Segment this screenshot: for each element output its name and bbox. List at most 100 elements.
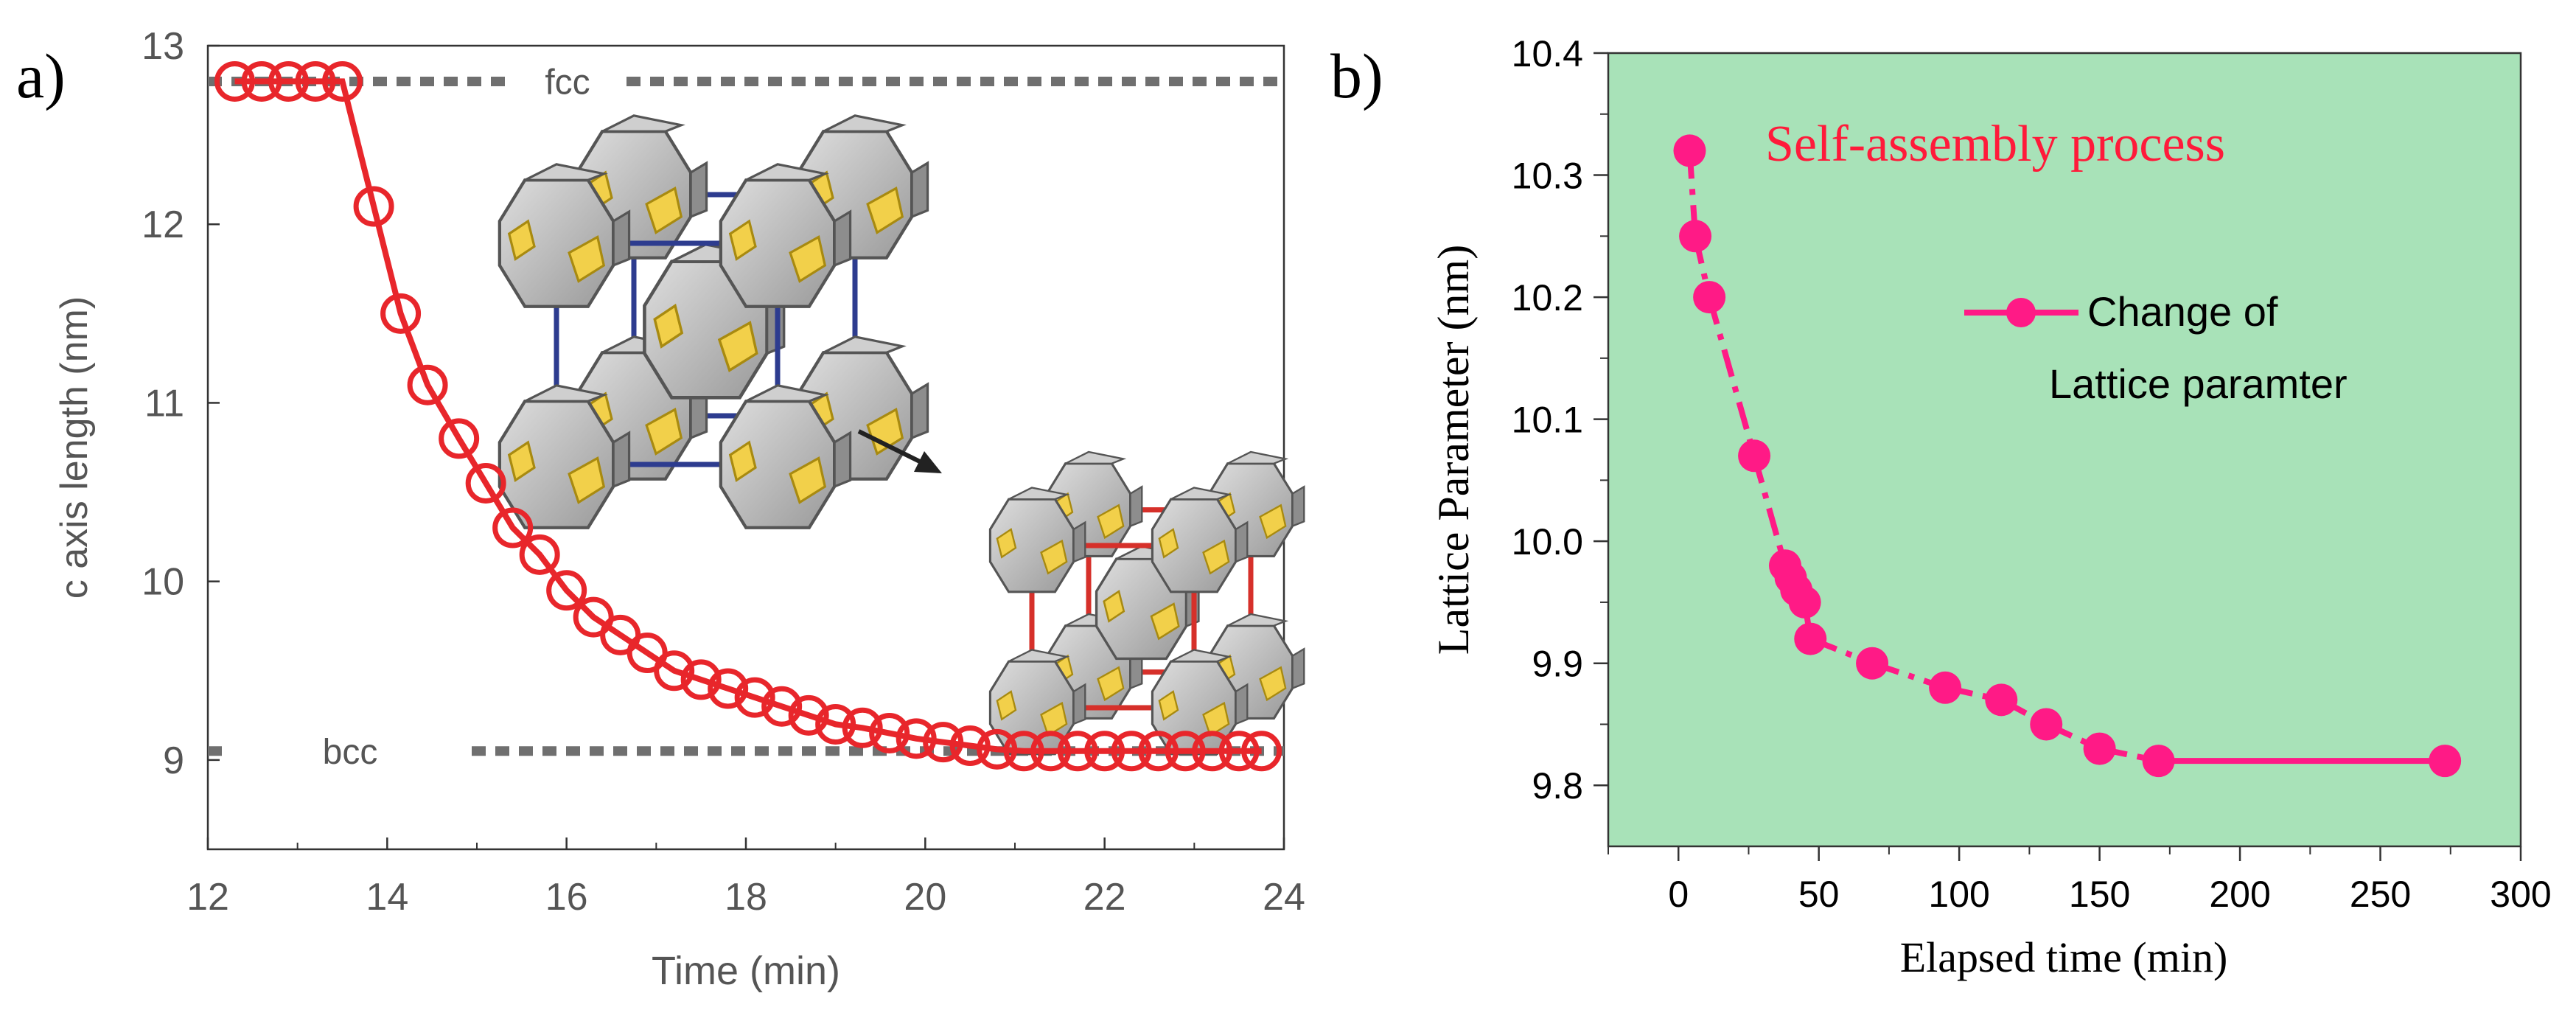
panel-a-data-point (1241, 731, 1282, 772)
panel-b-x-tick-label: 200 (2209, 874, 2270, 915)
panel-a-data-point (1165, 731, 1206, 772)
panel-b-series-segment (1751, 455, 1788, 567)
panel-a-data-point (923, 722, 964, 763)
panel-a-data-point (1111, 731, 1152, 772)
panel-a-data-point (896, 718, 937, 759)
panel-a-y-tick-label: 12 (142, 203, 184, 246)
panel-b-data-point (1794, 622, 1827, 655)
panel-a-data-point (492, 507, 534, 548)
panel-b-label: b) (1330, 41, 1383, 111)
panel-a-y-tick-label: 10 (142, 561, 184, 604)
panel-a-data-point (1084, 731, 1125, 772)
panel-b-x-tick-label: 150 (2069, 874, 2130, 915)
transition-arrow-head (914, 451, 942, 473)
panel-b-data-point (1856, 647, 1889, 680)
panel-b-annotation: Self-assembly process (1765, 116, 2225, 173)
panel-a-data-point (268, 60, 309, 102)
panel-a-data-point (1030, 731, 1072, 772)
panel-b-data-point (1985, 683, 2018, 717)
panel-a-data-point (1192, 731, 1233, 772)
panel-b-data-point (1788, 585, 1821, 619)
panel-a-data-point (708, 668, 749, 709)
panel-a-y-axis-label: c axis length (nm) (53, 296, 96, 599)
panel-a-ref-label-fcc: fcc (545, 63, 590, 102)
panel-a-data-point (815, 703, 856, 745)
panel-a-data-point (680, 659, 722, 700)
panel-b-data-point (2429, 745, 2462, 778)
panel-a-y-tick-label: 13 (142, 25, 184, 68)
panel-a-data-point (1057, 731, 1098, 772)
panel-a-data-point (761, 686, 803, 727)
panel-b-y-tick-label: 10.2 (1512, 277, 1583, 318)
panel-a-data-point (977, 728, 1018, 770)
panel-a-data-point (734, 677, 775, 718)
transition-arrow-shaft (857, 429, 930, 468)
panel-b-x-tick-label: 0 (1668, 874, 1689, 915)
panel-b-x-tick-label: 50 (1798, 874, 1840, 915)
panel-b-y-tick-label: 9.8 (1532, 765, 1583, 807)
panel-a-data-point (295, 60, 336, 102)
panel-b-x-tick-label: 300 (2490, 874, 2551, 915)
panel-b-axes: 0 50 100 150 200 250 300 9.8 9.9 10.0 10.1 10.2 10.3… (1512, 33, 2552, 915)
panel-a: a) 12 14 16 18 20 22 24 9 10 11 12 13 fcc bcc Time … (16, 25, 1305, 993)
panel-a-markers (214, 60, 1282, 772)
panel-a-ref-label-bcc: bcc (323, 733, 378, 772)
panel-b-y-tick-label: 10.3 (1512, 156, 1583, 197)
panel-b-data-point (1679, 220, 1712, 253)
panel-a-data-point (546, 570, 587, 611)
panel-a-data-point (465, 462, 506, 504)
panel-a-x-axis-label: Time (min) (652, 949, 840, 993)
panel-b-markers (1673, 134, 2462, 778)
panel-a-x-tick-label: 16 (545, 876, 588, 919)
panel-a-data-point (842, 707, 883, 748)
panel-a-data-point (439, 418, 480, 459)
panel-a-y-tick-label: 11 (144, 382, 184, 425)
panel-a-data-point (214, 60, 255, 102)
panel-b-data-point (2030, 708, 2063, 741)
panel-b-data-point (1673, 134, 1706, 167)
panel-b-legend-marker (2006, 298, 2036, 327)
panel-b-y-axis-label: Lattice Parameter (nm) (1429, 245, 1478, 655)
panel-a-data-point (380, 293, 422, 334)
panel-a-data-point (654, 650, 695, 692)
panel-b-x-tick-label: 250 (2350, 874, 2411, 915)
panel-a-data-point (1003, 731, 1044, 772)
panel-a-data-point (1218, 731, 1260, 772)
panel-b-y-tick-label: 9.9 (1532, 644, 1583, 685)
panel-b-y-tick-label: 10.1 (1512, 400, 1583, 441)
panel-b-y-tick-label: 10.4 (1512, 33, 1583, 74)
panel-b-legend-line1: Change of (2087, 288, 2278, 335)
panel-a-x-tick-label: 12 (186, 876, 229, 919)
panel-a-x-tick-label: 20 (904, 876, 946, 919)
panel-a-data-point (519, 534, 560, 575)
panel-a-data-point (353, 186, 394, 227)
panel-a-x-tick-label: 22 (1083, 876, 1126, 919)
panel-b-legend-line2: Lattice paramter (2049, 361, 2348, 407)
panel-a-x-tick-label: 24 (1263, 876, 1305, 919)
panel-b: b) 0 50 100 150 200 250 300 9.8 9.9 10.0 10.1 10.2 1… (1330, 33, 2552, 981)
panel-b-data-point (1693, 281, 1726, 314)
panel-a-label: a) (16, 41, 66, 111)
panel-b-legend: Change of Lattice paramter (1964, 288, 2348, 407)
panel-a-crystal-illustrations (500, 116, 1305, 756)
panel-a-x-tick-label: 14 (366, 876, 408, 919)
panel-a-data-point (788, 694, 829, 736)
panel-b-x-tick-label: 100 (1928, 874, 1989, 915)
panel-a-data-point (407, 364, 448, 405)
panel-b-data-point (2083, 732, 2116, 765)
panel-a-data-point (322, 60, 363, 102)
panel-b-data-point (1929, 671, 1962, 704)
panel-b-series-segment (1706, 296, 1757, 457)
panel-a-axes: 12 14 16 18 20 22 24 9 10 11 12 13 (142, 25, 1305, 919)
panel-b-x-axis-label: Elapsed time (min) (1900, 933, 2228, 981)
bcc-crystal-illustration (988, 450, 1305, 756)
panel-a-data-point (241, 60, 282, 102)
panel-a-data-point (1138, 731, 1179, 772)
panel-a-x-tick-label: 18 (725, 876, 767, 919)
fcc-crystal-illustration (500, 116, 928, 528)
panel-a-y-tick-label: 9 (163, 739, 184, 782)
panel-a-data-point (949, 725, 991, 767)
panel-a-data-point (869, 713, 910, 754)
panel-b-data-point (1738, 439, 1771, 473)
